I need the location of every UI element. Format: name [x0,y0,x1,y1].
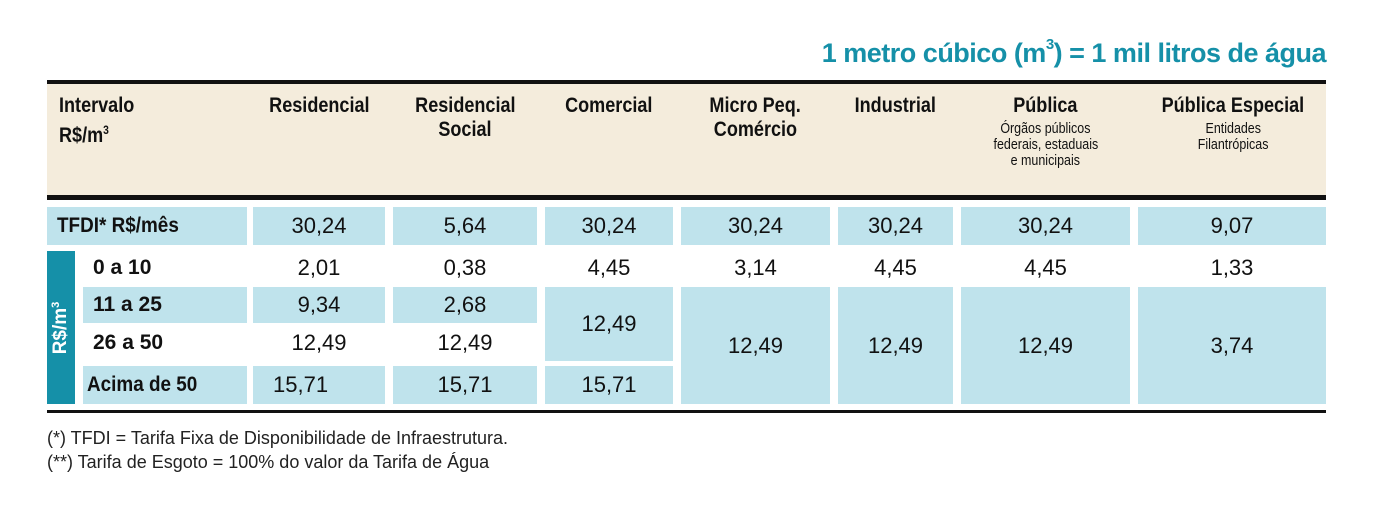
tfdi-micro: 30,24 [681,207,830,245]
header-residencial-label: Residencial [268,94,370,117]
header-publica-sub-l2: federais, estaduais [993,137,1098,153]
tfdi-publica: 30,24 [961,207,1130,245]
header-industrial-label: Industrial [854,94,937,117]
title-text-end: ) = 1 mil litros de água [1053,38,1327,68]
header-publica-label: Pública [1013,94,1078,117]
row-label-acima-50: Acima de 50 [83,366,247,404]
acima-residencial-social: 15,71 [393,366,537,404]
r0-10-residencial-social: 0,38 [443,255,487,280]
header-res-social-l1: Residencial [414,94,516,117]
tfdi-publica-especial: 9,07 [1138,207,1326,245]
r26-50-residencial-social: 12,49 [437,330,493,355]
header-background [47,84,1326,195]
row-label-26-50: 26 a 50 [93,331,164,354]
header-especial-label: Pública Especial [1161,94,1305,117]
header-interval: Intervalo R$/m3 [59,94,239,148]
side-label-text: R$/m [50,307,72,354]
header-publica-sub-l1: Órgãos públicos [1000,121,1091,137]
bottom-rule [47,410,1326,413]
r11-25-residencial-social: 2,68 [393,287,537,323]
merged-industrial-11-plus: 12,49 [838,287,953,404]
merged-micro-11-plus: 12,49 [681,287,830,404]
header-publica-sub: Órgãos públicos federais, estaduais e mu… [961,121,1130,169]
side-label: R$/m3 [50,301,72,354]
tfdi-label: TFDI* R$/mês [47,207,247,245]
merged-especial-11-plus: 3,74 [1138,287,1326,404]
header-residencial: Residencial [253,94,385,118]
r26-50-residencial: 12,49 [291,330,347,355]
header-interval-line2-wrap: R$/m3 [59,118,109,148]
header-bottom-rule [47,195,1326,200]
header-industrial: Industrial [838,94,953,118]
r0-10-comercial: 4,45 [587,255,631,280]
header-interval-sup: 3 [103,123,109,137]
header-publica: Pública Órgãos públicos federais, estadu… [961,94,1130,169]
footnote-tfdi: (*) TFDI = Tarifa Fixa de Disponibilidad… [47,428,509,448]
title-superscript: 3 [1045,36,1054,53]
tfdi-comercial: 30,24 [545,207,673,245]
footnote-esgoto: (**) Tarifa de Esgoto = 100% do valor da… [47,452,490,472]
tfdi-label-text: TFDI* R$/mês [57,214,179,237]
header-publica-especial: Pública Especial Entidades Filantrópicas [1138,94,1328,153]
row-label-acima-50-text: Acima de 50 [87,373,198,396]
header-especial-sub-l1: Entidades [1205,121,1261,137]
tfdi-industrial: 30,24 [838,207,953,245]
header-especial-sub-l2: Filantrópicas [1197,137,1269,153]
acima-residencial: 15,71 [253,366,385,404]
merged-publica-11-plus: 12,49 [961,287,1130,404]
header-interval-line1: Intervalo [59,94,135,117]
page-title: 1 metro cúbico (m3) = 1 mil litros de ág… [821,36,1327,69]
r0-10-publica-especial: 1,33 [1210,255,1254,280]
header-especial-sub: Entidades Filantrópicas [1138,121,1328,153]
header-comercial: Comercial [545,94,673,118]
header-micro-peq-comercio: Micro Peq. Comércio [681,94,830,142]
header-micro-l2: Comércio [713,118,798,141]
r0-10-publica: 4,45 [1024,255,1067,280]
r0-10-micro: 3,14 [734,255,777,280]
header-publica-sub-l3: e municipais [1010,153,1081,169]
merged-comercial-11-50: 12,49 [545,287,673,361]
acima-comercial: 15,71 [545,366,673,404]
side-label-sup: 3 [49,301,62,308]
header-interval-line2: R$/m [59,124,104,147]
header-residencial-social: Residencial Social [393,94,537,142]
row-label-0-10: 0 a 10 [93,256,152,279]
header-comercial-label: Comercial [565,94,653,117]
title-text: 1 metro cúbico (m [821,38,1047,68]
r0-10-residencial: 2,01 [297,255,341,280]
r0-10-industrial: 4,45 [874,255,917,280]
r11-25-residencial: 9,34 [253,287,385,323]
header-res-social-l2: Social [438,118,492,141]
tfdi-residencial: 30,24 [253,207,385,245]
side-label-bar: R$/m3 [47,251,75,404]
header-micro-l1: Micro Peq. [709,94,802,117]
top-rule [47,80,1326,85]
tfdi-residencial-social: 5,64 [393,207,537,245]
row-label-11-25: 11 a 25 [83,287,247,323]
header-interval-line1-wrap: Intervalo [59,94,134,118]
